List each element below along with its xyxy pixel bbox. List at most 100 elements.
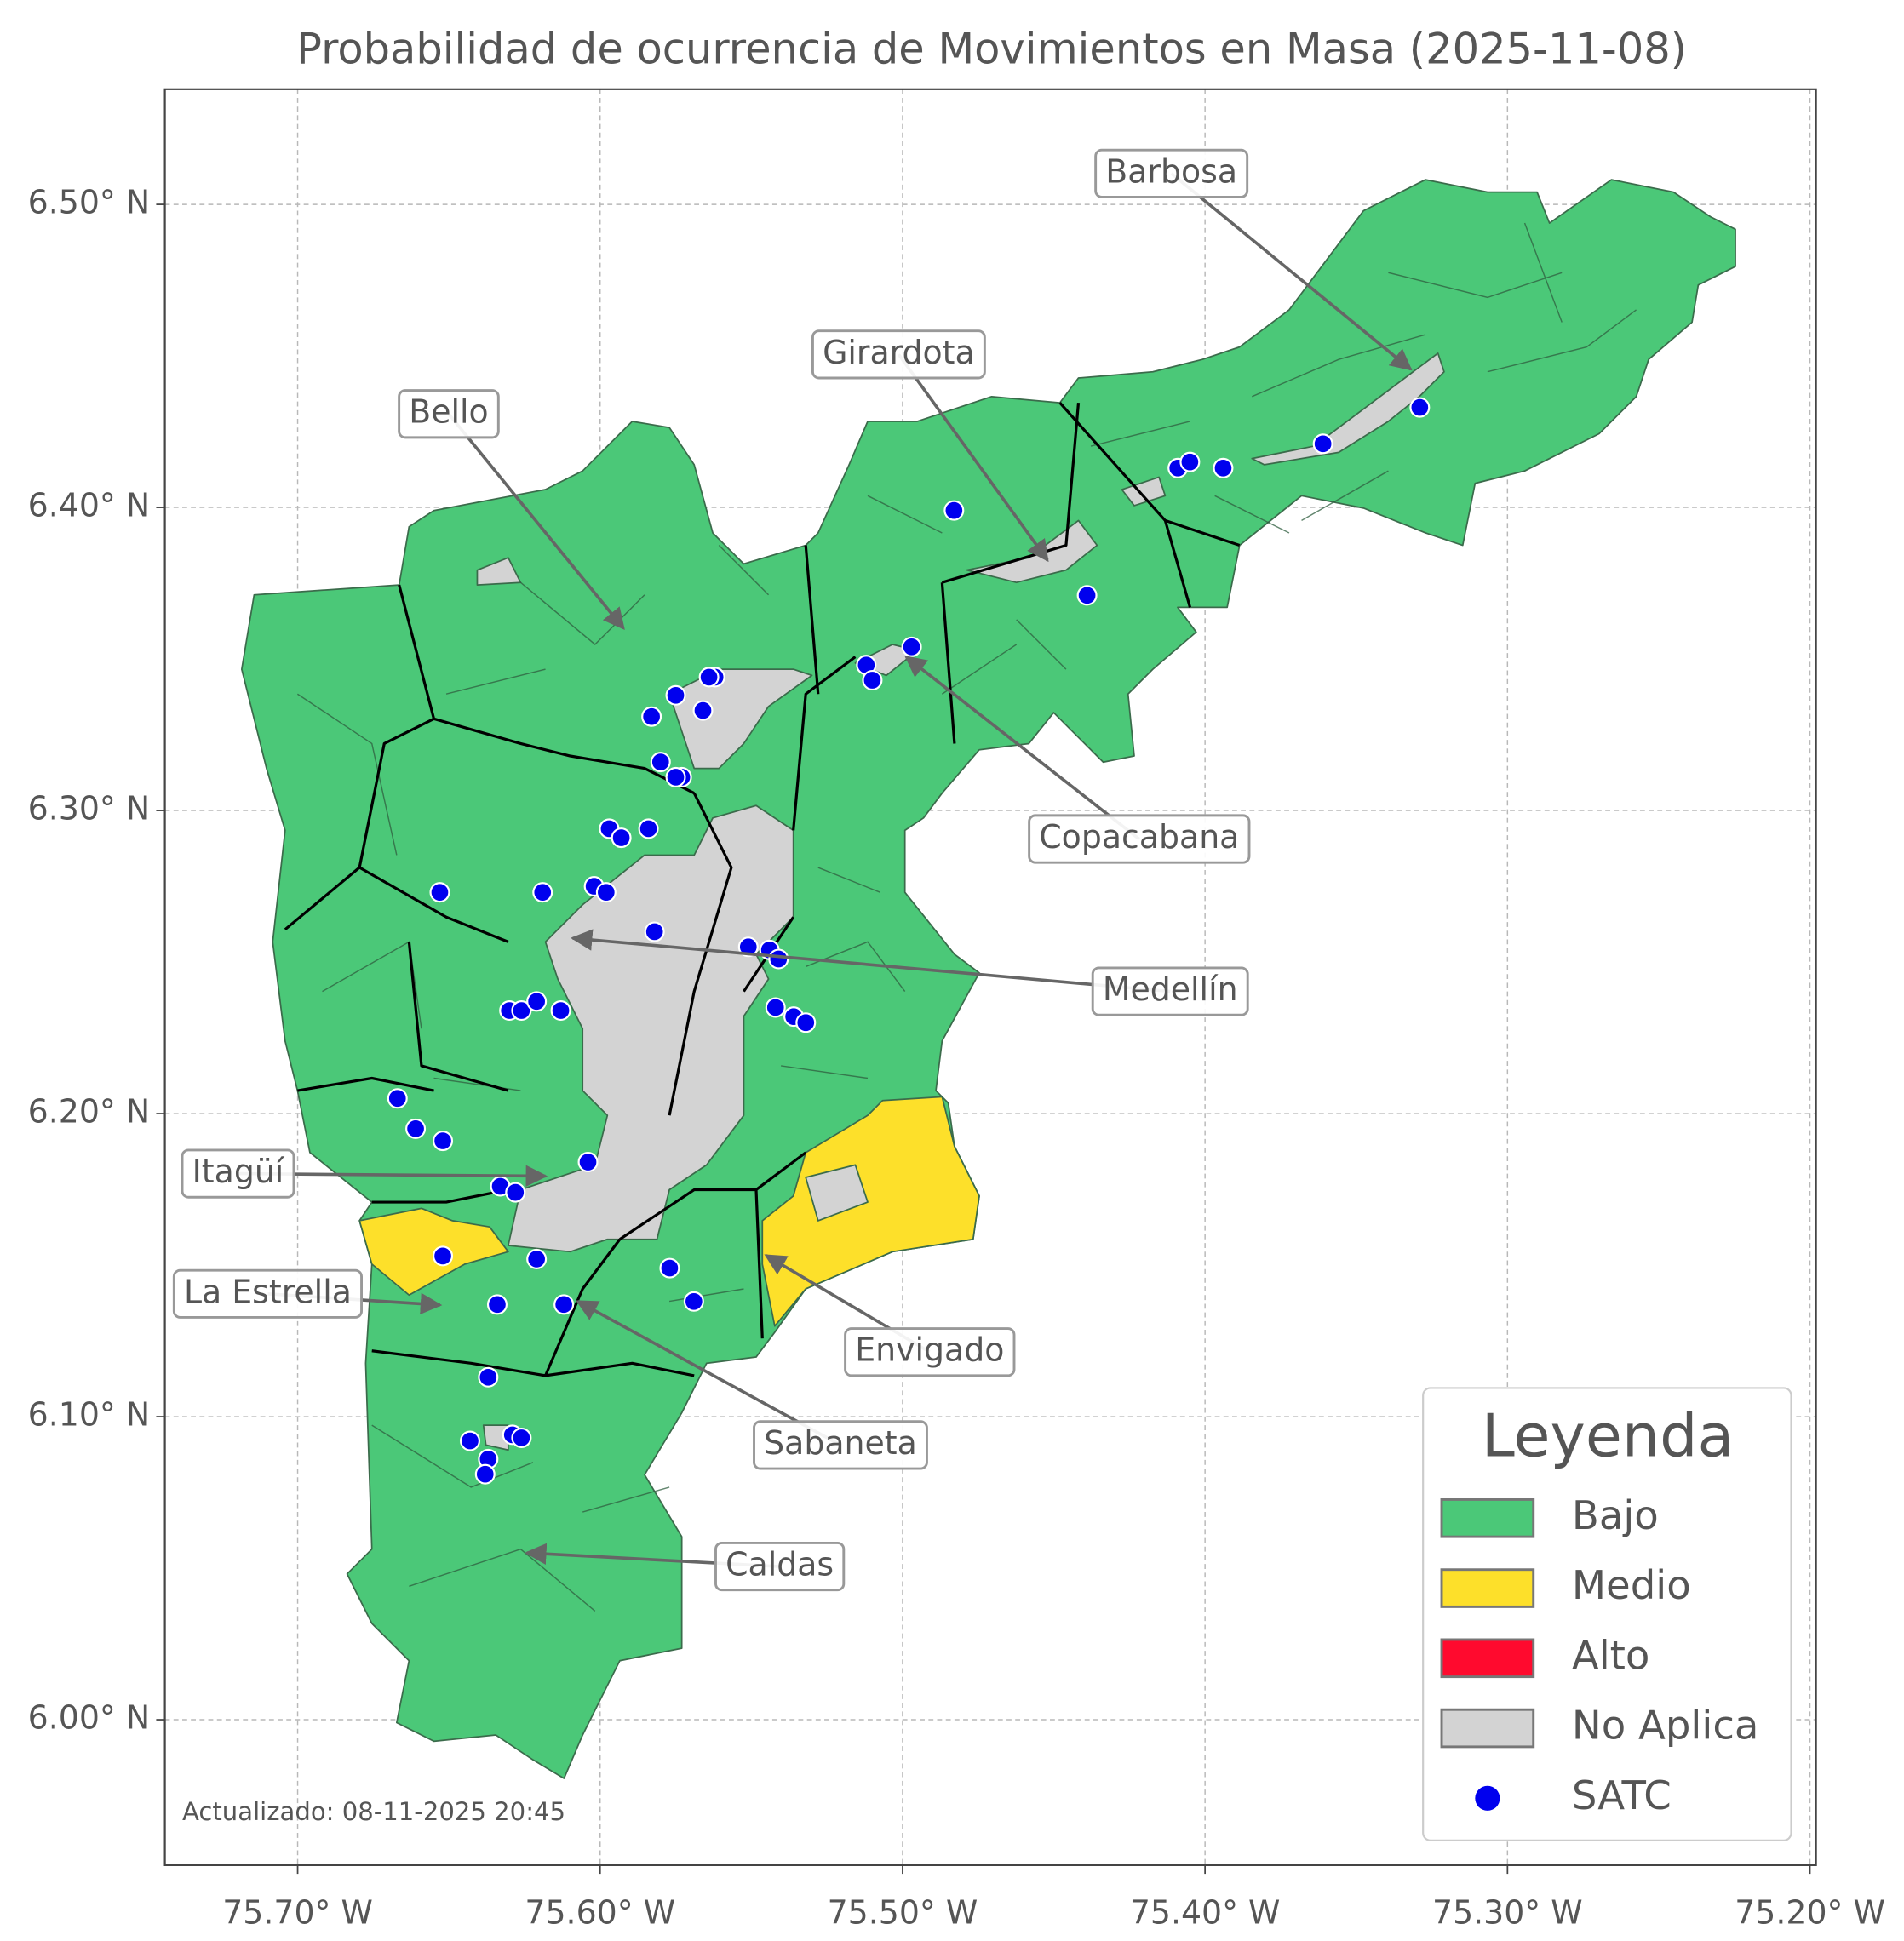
satc-point — [644, 921, 665, 942]
region-no-aplica — [507, 804, 794, 1253]
x-tick-label: 75.50° W — [828, 1894, 978, 1932]
legend-swatch — [1440, 1568, 1535, 1608]
satc-point — [659, 1257, 680, 1279]
satc-point — [768, 948, 789, 970]
x-tick-label: 75.30° W — [1432, 1894, 1583, 1932]
region-medio — [761, 1096, 980, 1327]
satc-point — [650, 752, 671, 773]
annotation-arrow — [897, 353, 1049, 563]
satc-point — [553, 1294, 575, 1315]
legend-label: SATC — [1572, 1772, 1672, 1818]
vereda-boundaries — [296, 222, 1637, 1612]
annotation-box — [1028, 814, 1251, 864]
legend-label: Alto — [1572, 1632, 1650, 1678]
footer: Actualizado: 08-11-2025 20:45 — [182, 1797, 565, 1826]
legend-swatch — [1440, 1638, 1535, 1679]
y-tick-label: 6.20° N — [28, 1093, 150, 1131]
satc-point — [765, 997, 786, 1018]
annotation-label: Sabaneta — [764, 1424, 917, 1462]
satc-point — [526, 991, 548, 1012]
legend: Leyenda Bajo Medio Alto No Aplica SATC — [1422, 1387, 1792, 1841]
region-no-aplica — [805, 1164, 869, 1222]
region-bajo — [240, 179, 1736, 1779]
satc-point — [611, 827, 632, 849]
satc-point — [387, 1088, 408, 1109]
satc-point — [550, 1000, 571, 1022]
satc-point — [737, 936, 759, 958]
y-tick-label: 6.40° N — [28, 487, 150, 524]
axes: 75.70° W 75.60° W 75.50° W 75.40° W 75.30° W… — [28, 184, 1885, 1932]
satc-point — [795, 1012, 817, 1033]
y-tick-label: 6.30° N — [28, 790, 150, 827]
annotation-box — [1094, 148, 1249, 198]
satc-point — [478, 1366, 499, 1388]
annotation-label: La Estrella — [184, 1273, 352, 1310]
legend-title: Leyenda — [1482, 1402, 1734, 1471]
satc-point — [595, 882, 617, 903]
satc-point — [433, 1131, 454, 1152]
satc-point — [665, 684, 686, 706]
y-tick-label: 6.10° N — [28, 1396, 150, 1434]
satc-point — [1076, 585, 1098, 606]
annotation-label: Envigado — [855, 1331, 1004, 1369]
map-title: Probabilidad de ocurrencia de Movimiento… — [296, 25, 1687, 74]
satc-point — [665, 766, 686, 787]
annotation-box — [181, 1148, 295, 1199]
x-tick-label: 75.70° W — [222, 1894, 373, 1932]
x-tick-label: 75.20° W — [1735, 1894, 1885, 1932]
satc-point — [638, 818, 659, 839]
region-no-aplica — [668, 668, 813, 770]
satc-point — [698, 667, 720, 688]
annotation-label: Caldas — [725, 1546, 834, 1583]
legend-label: No Aplica — [1572, 1703, 1759, 1749]
satc-point — [683, 1291, 704, 1312]
satc-point — [474, 1463, 496, 1485]
plot-frame — [163, 88, 1817, 1866]
satc-point — [433, 1245, 454, 1267]
municipal-boundaries — [284, 402, 1241, 1377]
satc-point — [641, 706, 662, 727]
satc-point — [862, 669, 883, 691]
annotation-label: Girardota — [823, 334, 975, 371]
annotation-arrow — [571, 929, 1171, 993]
satc-point — [429, 882, 450, 903]
annotation-label: Barbosa — [1105, 152, 1237, 190]
satc-point — [1213, 457, 1234, 478]
satc-point — [1179, 451, 1201, 472]
annotation-label: Copacabana — [1039, 818, 1239, 856]
satc-point — [1409, 397, 1431, 418]
satc-point — [405, 1118, 427, 1139]
satc-point — [459, 1430, 481, 1451]
annotation-box — [1091, 966, 1249, 1016]
satc-point — [692, 700, 714, 721]
annotation-arrow — [1170, 172, 1413, 371]
y-tick-label: 6.00° N — [28, 1699, 150, 1737]
region-no-aplica — [1251, 352, 1445, 466]
x-tick-label: 75.40° W — [1130, 1894, 1281, 1932]
legend-label: Bajo — [1572, 1492, 1659, 1538]
satc-point — [511, 1427, 532, 1448]
legend-label: Medio — [1572, 1562, 1691, 1608]
satc-point — [943, 500, 965, 521]
satc-point — [505, 1182, 526, 1203]
annotations: Barbosa Girardota Bello Copacabana Medellín I… — [172, 148, 1413, 1592]
annotation-box — [172, 1268, 363, 1319]
legend-swatch — [1440, 1708, 1535, 1749]
annotation-label: Itagüí — [192, 1153, 285, 1190]
satc-point — [532, 882, 553, 903]
annotation-arrow — [904, 655, 1140, 840]
x-tick-label: 75.60° W — [525, 1894, 675, 1932]
annotation-box — [753, 1420, 928, 1470]
legend-swatch — [1440, 1498, 1535, 1538]
satc-point — [1312, 433, 1333, 455]
regions — [240, 179, 1736, 1779]
region-no-aplica — [482, 1424, 509, 1451]
satc-point — [577, 1152, 599, 1173]
annotation-box — [398, 389, 500, 439]
satc-point — [901, 636, 922, 657]
region-no-aplica — [476, 557, 522, 586]
annotation-box — [714, 1541, 846, 1592]
satc-point — [511, 1000, 532, 1022]
